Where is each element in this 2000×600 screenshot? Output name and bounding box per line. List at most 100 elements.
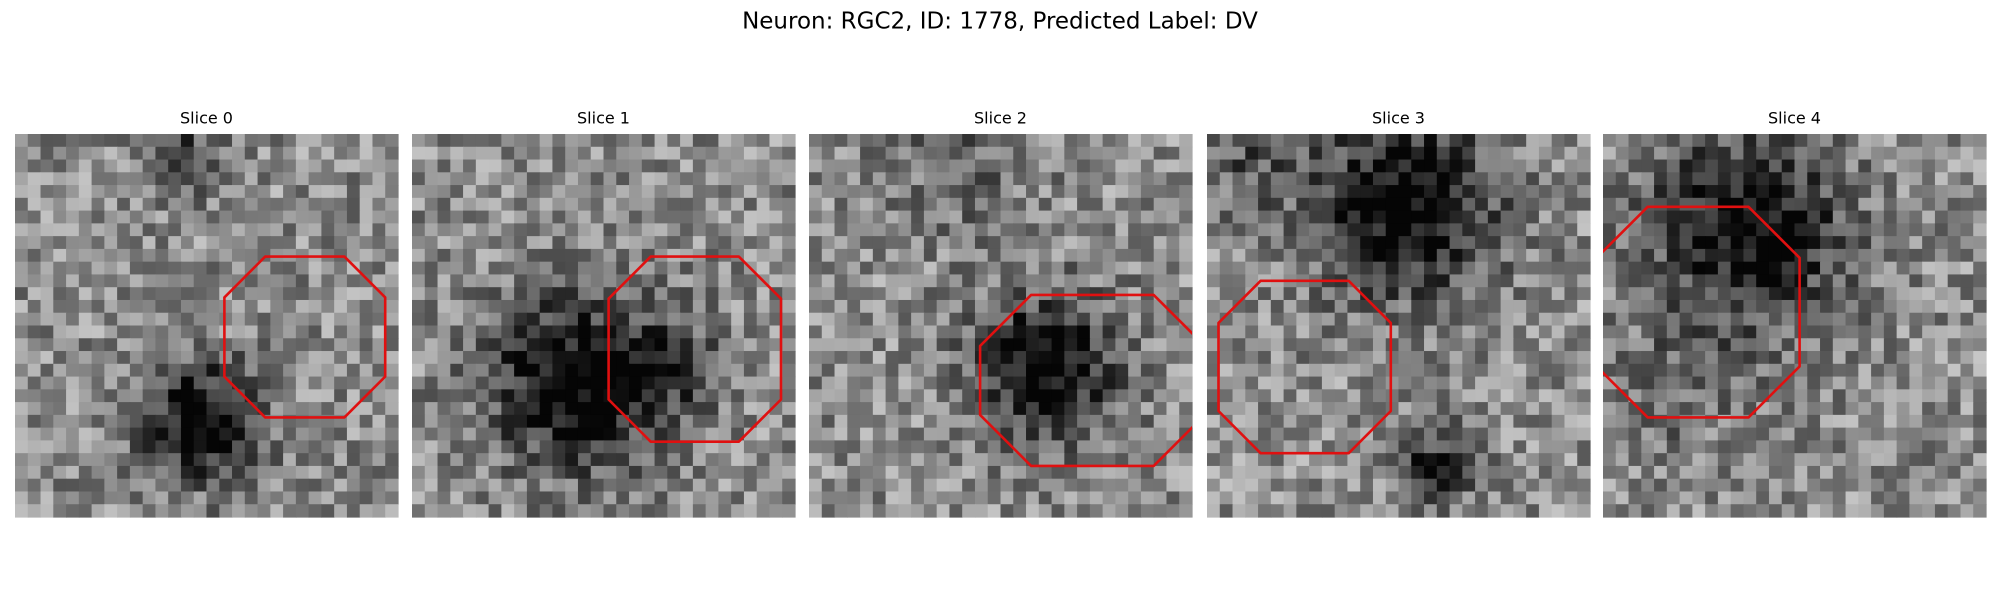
pixel	[1398, 363, 1412, 378]
pixel	[1179, 363, 1193, 378]
pixel	[1666, 325, 1681, 339]
pixel	[1538, 453, 1553, 467]
pixel	[1115, 376, 1129, 390]
pixel	[1487, 427, 1502, 441]
pixel	[1258, 261, 1272, 276]
pixel	[1845, 440, 1859, 454]
pixel	[1013, 223, 1027, 237]
pixel	[1973, 427, 1987, 441]
pixel	[450, 504, 464, 518]
pixel	[949, 299, 963, 314]
pixel	[1641, 363, 1655, 378]
pixel	[629, 402, 643, 416]
pixel	[1909, 299, 1923, 314]
pixel	[616, 465, 630, 480]
pixel	[1934, 134, 1949, 148]
pixel	[1309, 504, 1323, 518]
pixel	[1462, 351, 1476, 365]
pixel	[129, 453, 144, 467]
pixel	[1947, 465, 1962, 480]
pixel	[1296, 465, 1310, 480]
pixel	[1475, 351, 1489, 365]
pixel	[66, 453, 80, 467]
pixel	[1577, 389, 1591, 403]
pixel	[1960, 351, 1974, 365]
pixel	[756, 453, 771, 467]
pixel	[987, 134, 1002, 148]
pixel	[1922, 146, 1936, 161]
pixel	[539, 465, 554, 480]
pixel	[565, 453, 579, 467]
pixel	[1487, 414, 1502, 429]
pixel	[475, 210, 490, 224]
pixel	[1705, 299, 1719, 314]
pixel	[193, 453, 208, 467]
pixel	[40, 172, 54, 186]
pixel	[1128, 248, 1142, 263]
pixel	[1807, 248, 1821, 263]
pixel	[53, 414, 67, 429]
pixel	[91, 491, 105, 505]
pixel	[1845, 325, 1859, 339]
roi-contour	[223, 255, 387, 419]
pixel	[1179, 389, 1193, 403]
pixel	[295, 351, 310, 365]
pixel	[603, 465, 617, 480]
pixel	[860, 376, 874, 390]
pixel	[1730, 491, 1745, 505]
pixel	[526, 299, 541, 314]
pixel	[987, 465, 1002, 480]
pixel	[809, 325, 823, 339]
pixel	[1858, 274, 1872, 288]
pixel	[155, 197, 169, 212]
pixel	[1526, 312, 1540, 327]
pixel	[270, 376, 284, 390]
pixel	[847, 197, 861, 212]
pixel	[1564, 210, 1578, 224]
pixel	[475, 146, 490, 161]
pixel	[385, 261, 399, 276]
pixel	[1436, 223, 1451, 237]
pixel	[1858, 504, 1872, 518]
pixel	[641, 465, 656, 480]
pixel	[514, 223, 528, 237]
pixel	[1871, 159, 1885, 173]
pixel	[692, 351, 707, 365]
pixel	[488, 414, 502, 429]
pixel	[1089, 440, 1104, 454]
pixel	[1334, 134, 1349, 148]
pixel	[40, 465, 54, 480]
pixel	[872, 465, 887, 480]
pixel	[424, 248, 439, 263]
pixel	[1666, 351, 1681, 365]
pixel	[885, 312, 899, 327]
pixel	[911, 440, 925, 454]
pixel	[1705, 248, 1719, 263]
pixel	[1487, 236, 1502, 250]
pixel	[1717, 376, 1732, 390]
pixel	[654, 465, 668, 480]
pixel	[346, 491, 361, 505]
pixel	[911, 134, 925, 148]
pixel	[1730, 402, 1745, 416]
pixel	[641, 478, 656, 493]
pixel	[40, 274, 54, 288]
pixel	[270, 351, 284, 365]
pixel	[1641, 402, 1655, 416]
pixel	[1692, 312, 1706, 327]
pixel	[590, 236, 605, 250]
pixel	[821, 414, 836, 429]
pixel	[565, 465, 579, 480]
pixel	[219, 287, 233, 301]
pixel	[1538, 236, 1553, 250]
pixel	[1000, 134, 1014, 148]
pixel	[450, 389, 464, 403]
pixel	[885, 491, 899, 505]
pixel	[1832, 261, 1847, 276]
pixel	[1756, 478, 1770, 493]
pixel	[1102, 453, 1116, 467]
pixel	[718, 389, 732, 403]
pixel	[1166, 325, 1180, 339]
pixel	[1424, 351, 1438, 365]
pixel	[860, 363, 874, 378]
